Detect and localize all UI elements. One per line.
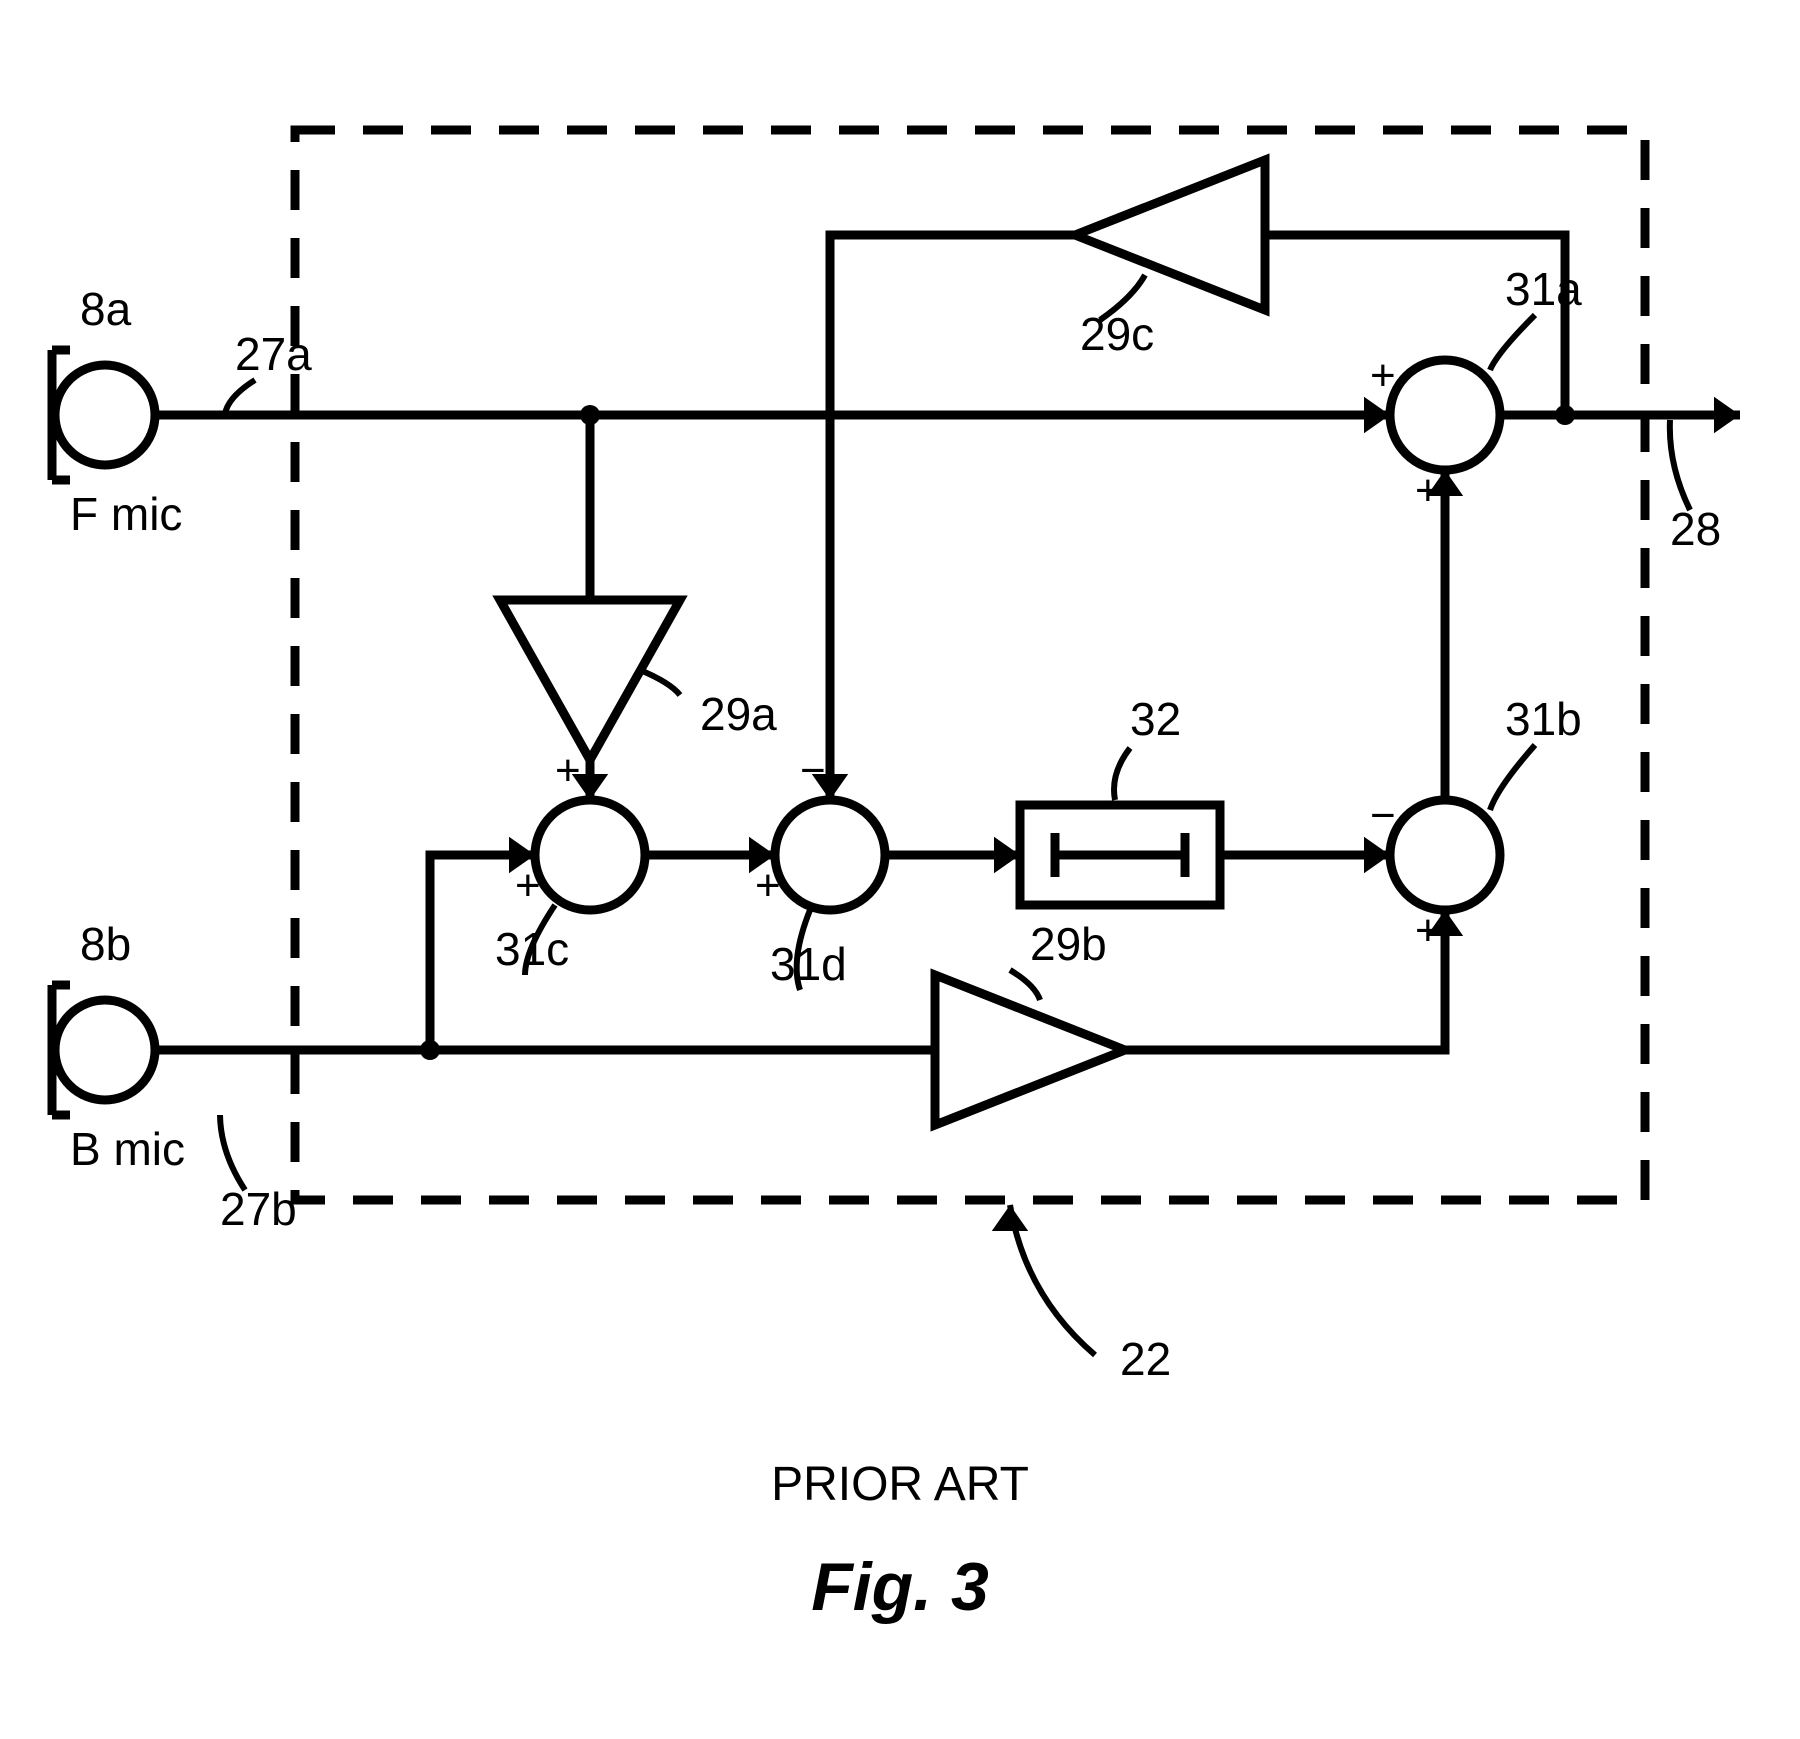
amp-29a: [500, 600, 680, 760]
block-32-ref: 32: [1130, 693, 1181, 745]
lbl-28: 28: [1670, 503, 1721, 555]
sum-31c: [535, 800, 645, 910]
sum-31b-ref: 31b: [1505, 693, 1582, 745]
mic-8b-ref: 8b: [80, 918, 131, 970]
lbl-22: 22: [1120, 1333, 1171, 1385]
sum-31c-sign: +: [515, 861, 541, 910]
sum-31d: [775, 800, 885, 910]
amp-29c: [1075, 160, 1265, 310]
sum-31b-sign: +: [1415, 906, 1441, 955]
sum-31a-sign: +: [1415, 466, 1441, 515]
amp-29c-ref: 29c: [1080, 308, 1154, 360]
wire: [1125, 910, 1445, 1050]
sum-31b-sign: −: [1370, 791, 1396, 840]
amp-29b: [935, 975, 1125, 1125]
sum-31a-sign: +: [1370, 351, 1396, 400]
prior-art-label: PRIOR ART: [771, 1458, 1029, 1511]
sum-31d-sign: +: [755, 861, 781, 910]
sum-31b: [1390, 800, 1500, 910]
mic-8a-label: F mic: [70, 488, 182, 540]
amp-29a-ref: 29a: [700, 688, 777, 740]
mic-8b-label: B mic: [70, 1123, 185, 1175]
lbl-27b: 27b: [220, 1183, 297, 1235]
sum-31c-sign: +: [555, 746, 581, 795]
arrowhead: [1714, 397, 1740, 433]
sum-31c-ref: 31c: [495, 923, 569, 975]
mic-8b: [55, 1000, 155, 1100]
sum-31d-sign: −: [800, 746, 826, 795]
junction-dot: [580, 405, 600, 425]
wire: [830, 235, 1075, 800]
junction-dot: [420, 1040, 440, 1060]
arrowhead: [992, 1205, 1028, 1231]
sum-31d-ref: 31d: [770, 938, 847, 990]
lbl-27a: 27a: [235, 328, 312, 380]
figure-label: Fig. 3: [811, 1549, 989, 1625]
amp-29b-ref: 29b: [1030, 918, 1107, 970]
sum-31a-ref: 31a: [1505, 263, 1582, 315]
mic-8a-ref: 8a: [80, 283, 132, 335]
mic-8a: [55, 365, 155, 465]
sum-31a: [1390, 360, 1500, 470]
junction-dot: [1555, 405, 1575, 425]
